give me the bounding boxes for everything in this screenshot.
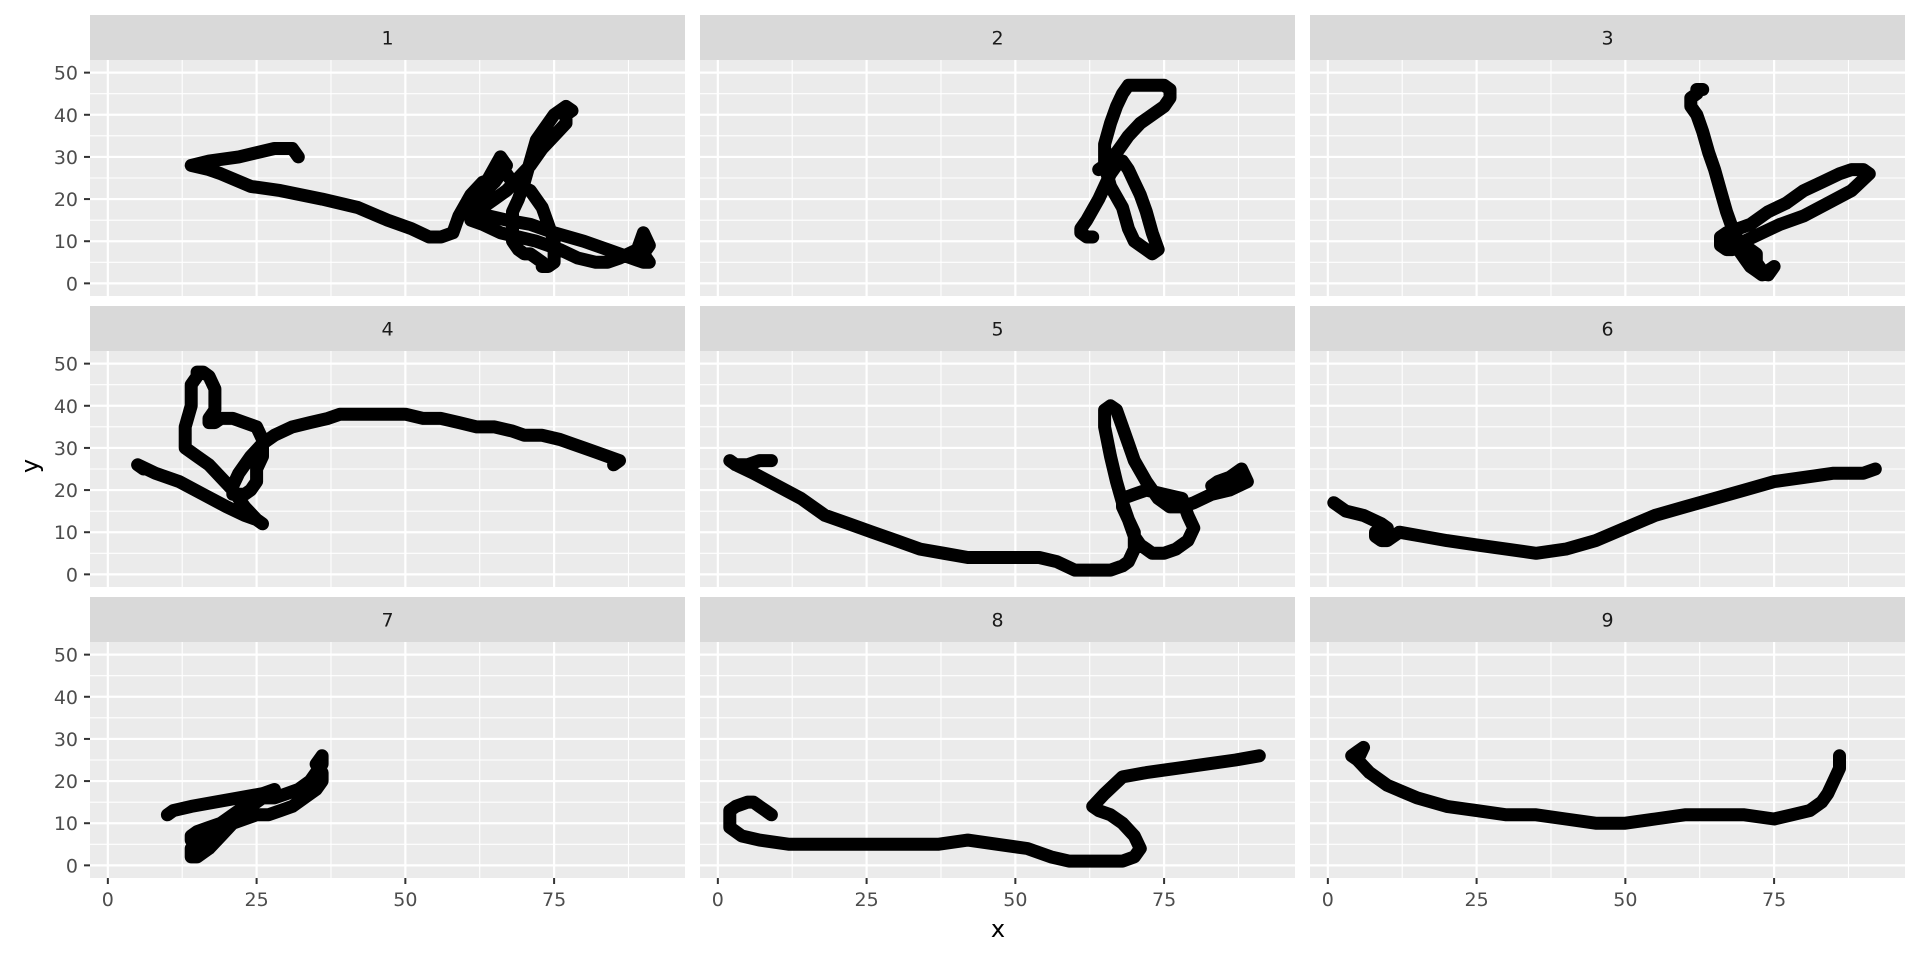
facet-strip-label: 5 xyxy=(991,319,1003,341)
y-tick-label: 50 xyxy=(54,63,78,85)
facet-strip-label: 2 xyxy=(991,28,1003,50)
facet-strip-label: 1 xyxy=(381,28,393,50)
y-tick-label: 30 xyxy=(54,729,78,751)
facet-strip xyxy=(1310,306,1905,351)
data-points-series xyxy=(1345,740,1846,830)
y-axis-title: y xyxy=(16,459,44,473)
y-tick-label: 50 xyxy=(54,354,78,376)
x-tick-label: 50 xyxy=(1003,889,1027,911)
facet-panel-2: 2 xyxy=(700,15,1295,296)
y-tick-label: 10 xyxy=(54,813,78,835)
y-tick-label: 20 xyxy=(54,189,78,211)
facet-strip-label: 7 xyxy=(381,610,393,632)
facet-strip xyxy=(700,15,1295,60)
facet-strip xyxy=(1310,15,1905,60)
facet-strip-label: 8 xyxy=(991,610,1003,632)
data-points-series xyxy=(184,99,656,273)
y-tick-label: 30 xyxy=(54,438,78,460)
facet-strip xyxy=(90,597,685,642)
x-tick-label: 0 xyxy=(102,889,114,911)
y-tick-label: 50 xyxy=(54,645,78,667)
x-tick-label: 25 xyxy=(1465,889,1489,911)
y-tick-label: 30 xyxy=(54,147,78,169)
facet-strip-label: 3 xyxy=(1601,28,1613,50)
facet-strip xyxy=(700,306,1295,351)
facet-strip xyxy=(90,306,685,351)
facet-panel-5: 5 xyxy=(700,306,1295,587)
data-points-series xyxy=(1327,462,1882,560)
y-tick-label: 40 xyxy=(54,687,78,709)
facet-panel-7: 7 xyxy=(90,597,685,878)
y-tick-label: 40 xyxy=(54,396,78,418)
facet-panel-6: 6 xyxy=(1310,306,1905,587)
data-points-series xyxy=(1074,78,1177,261)
x-tick-label: 0 xyxy=(1322,889,1334,911)
x-tick-label: 25 xyxy=(245,889,269,911)
x-tick-label: 50 xyxy=(1613,889,1637,911)
facet-strip xyxy=(1310,597,1905,642)
y-tick-label: 20 xyxy=(54,480,78,502)
facet-panel-4: 4 xyxy=(90,306,685,587)
y-tick-label: 20 xyxy=(54,771,78,793)
data-points-series xyxy=(160,749,329,864)
facet-strip-label: 6 xyxy=(1601,319,1613,341)
x-tick-label: 25 xyxy=(855,889,879,911)
facet-panel-3: 3 xyxy=(1310,15,1905,296)
x-tick-label: 0 xyxy=(712,889,724,911)
x-tick-label: 75 xyxy=(1152,889,1176,911)
y-tick-label: 0 xyxy=(66,855,78,877)
facet-strip xyxy=(90,15,685,60)
data-points-series xyxy=(131,365,626,531)
data-points-series xyxy=(1684,83,1876,282)
y-tick-label: 0 xyxy=(66,273,78,295)
facet-panel-8: 8 xyxy=(700,597,1295,878)
data-points-series xyxy=(723,749,1266,868)
x-tick-label: 50 xyxy=(393,889,417,911)
facet-panel-9: 9 xyxy=(1310,597,1905,878)
facet-strip-label: 4 xyxy=(381,319,393,341)
facet-strip xyxy=(700,597,1295,642)
facet-strip-label: 9 xyxy=(1601,610,1613,632)
y-tick-label: 0 xyxy=(66,564,78,586)
facet-panel-1: 1 xyxy=(90,15,685,296)
x-tick-label: 75 xyxy=(1762,889,1786,911)
panels-layer: 1 2 3 4 5 6 7 8 9 xyxy=(90,15,1905,878)
x-tick-label: 75 xyxy=(542,889,566,911)
y-tick-label: 10 xyxy=(54,522,78,544)
y-tick-label: 10 xyxy=(54,231,78,253)
y-tick-label: 40 xyxy=(54,105,78,127)
x-axis-title: x xyxy=(991,915,1005,943)
data-points-series xyxy=(723,399,1254,577)
